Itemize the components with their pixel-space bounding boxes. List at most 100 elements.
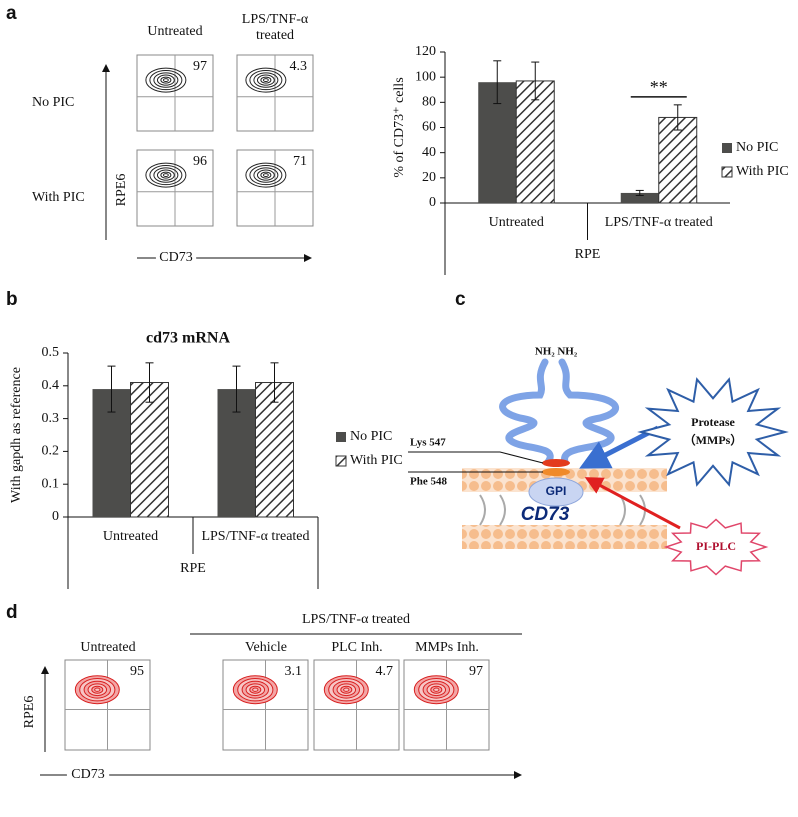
x-tick-label: LPS/TNF-α treated (605, 215, 713, 230)
error-bar (232, 365, 241, 413)
y-tick-label: 20 (422, 170, 436, 185)
significance-label: ** (650, 77, 668, 97)
label: PI-PLC (696, 539, 736, 553)
contour (156, 169, 175, 181)
column-header: LPS/TNF-α treated (241, 12, 309, 43)
x-tick-label: LPS/TNF-α treated (201, 529, 309, 544)
group-label: LPS/TNF-α treated (302, 612, 410, 627)
arrow (584, 477, 681, 530)
panel-label: b (6, 289, 18, 310)
contour (94, 687, 101, 692)
lipase-shape (663, 518, 769, 576)
column-header: Untreated (147, 24, 203, 39)
legend-swatch (722, 143, 732, 153)
bar (658, 116, 698, 204)
panel-label: c (455, 289, 466, 310)
y-tick-label: 0 (52, 509, 59, 524)
y-axis-label: RPE6 (22, 696, 37, 729)
y-axis-label: % of CD73⁺ cells (392, 77, 407, 177)
label: Protease (691, 415, 735, 429)
column-header: MMPs Inh. (415, 640, 479, 655)
y-axis-label: RPE6 (114, 174, 129, 207)
column-header: Vehicle (245, 640, 287, 655)
membrane-layer (462, 525, 667, 549)
y-tick-label: 0.2 (42, 444, 60, 459)
y-tick-label: 0.4 (42, 378, 60, 393)
contour (249, 69, 283, 91)
panel-label: d (6, 602, 18, 623)
contour (262, 78, 269, 83)
y-tick-label: 60 (422, 120, 436, 135)
y-tick-label: 0.5 (42, 345, 60, 360)
contour (433, 687, 440, 692)
percentage: 71 (293, 154, 307, 169)
contour (153, 167, 179, 183)
y-tick-label: 80 (422, 95, 436, 110)
group-label: RPE (180, 561, 206, 576)
y-tick-label: 0 (429, 195, 436, 210)
column-header: Untreated (80, 640, 135, 655)
error-bar (493, 60, 502, 105)
label: （MMPs） (684, 432, 743, 447)
panel-label: a (6, 3, 17, 24)
contour (260, 76, 272, 84)
error-bar (673, 104, 682, 131)
contour (153, 72, 179, 88)
bar (130, 382, 169, 518)
bar (255, 382, 294, 518)
cleavage-site (542, 459, 570, 467)
x-tick-label: Untreated (103, 529, 158, 544)
helix (479, 494, 646, 526)
y-tick-label: 120 (415, 44, 436, 59)
legend-swatch (335, 455, 347, 467)
contour (145, 67, 187, 93)
contour (149, 164, 183, 186)
error-bar (531, 61, 540, 101)
contour (253, 72, 279, 88)
protease-shape (637, 377, 789, 487)
group-label: RPE (575, 247, 601, 262)
percentage: 3.1 (285, 664, 303, 679)
percentage: 95 (130, 664, 144, 679)
chart-title: cd73 mRNA (146, 330, 230, 347)
row-label: With PIC (32, 190, 85, 205)
error-bar (635, 189, 644, 196)
percentage: 97 (193, 59, 207, 74)
x-axis-label: CD73 (71, 767, 104, 782)
contour (245, 67, 287, 93)
cleavage-site (542, 468, 570, 476)
percentage: 97 (469, 664, 483, 679)
label: GPI (546, 484, 567, 498)
contour (162, 173, 169, 178)
legend-swatch (721, 166, 733, 178)
contour (252, 687, 259, 692)
legend-swatch (336, 432, 346, 442)
y-tick-label: 0.3 (42, 411, 60, 426)
contour (260, 171, 272, 179)
contour (145, 162, 187, 188)
contour (256, 169, 275, 181)
label: Lys 547 (410, 437, 446, 449)
percentage: 4.3 (290, 59, 308, 74)
y-tick-label: 0.1 (42, 476, 60, 491)
contour (162, 78, 169, 83)
diagram: NH₂ NH₂ Lys 547 Phe 548 GPI CD73 Proteas… (408, 346, 789, 576)
contour (160, 76, 172, 84)
legend-label: With PIC (736, 164, 789, 179)
contour (156, 74, 175, 86)
y-tick-label: 40 (422, 145, 436, 160)
protein-chain (499, 358, 619, 466)
percentage: 4.7 (376, 664, 394, 679)
bar (620, 192, 659, 203)
error-bar (270, 362, 279, 403)
contour (343, 687, 350, 692)
legend-label: No PIC (736, 140, 778, 155)
percentage: 96 (193, 154, 207, 169)
label: CD73 (521, 504, 570, 525)
error-bar (107, 365, 116, 413)
error-bar (145, 362, 154, 403)
contour (149, 69, 183, 91)
label: Phe 548 (410, 476, 447, 488)
legend-label: With PIC (350, 453, 403, 468)
